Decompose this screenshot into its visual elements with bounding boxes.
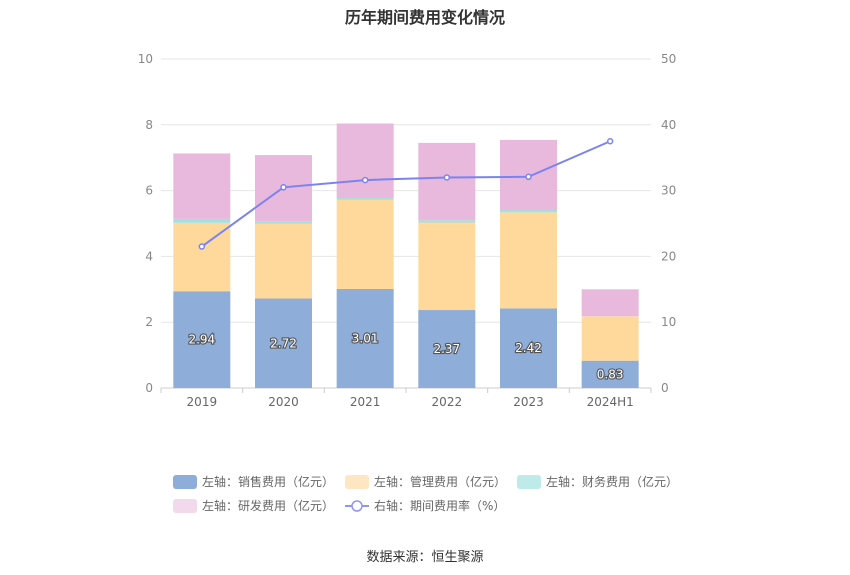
rate-point <box>443 174 451 181</box>
legend-label: 左轴：管理费用（亿元） <box>374 474 506 489</box>
bar-segment <box>255 221 312 224</box>
bar-segment <box>581 316 639 361</box>
bar-segment <box>418 222 476 311</box>
legend-swatch <box>345 475 369 489</box>
x-tick-label: 2023 <box>513 395 544 409</box>
rate-point <box>606 138 614 145</box>
bar-segment <box>336 197 394 200</box>
legend-label: 右轴：期间费用率（%） <box>374 498 505 513</box>
rate-point <box>361 176 369 184</box>
legend-swatch <box>517 475 541 489</box>
y-left-tick-label: 0 <box>145 381 153 395</box>
y-right-tick-label: 40 <box>661 118 676 132</box>
y-right-tick-label: 0 <box>661 381 669 395</box>
y-left-tick-label: 10 <box>138 52 153 66</box>
bar-segment <box>336 288 394 388</box>
data-source: 数据来源：恒生聚源 <box>366 550 484 565</box>
x-tick-label: 2024H1 <box>587 395 634 409</box>
x-tick-label: 2021 <box>350 395 381 409</box>
x-tick-label: 2019 <box>187 395 218 409</box>
rate-point <box>280 184 287 191</box>
data-label: 2.94 <box>188 333 215 347</box>
y-right-tick-label: 10 <box>661 315 676 329</box>
bar-segment <box>173 291 231 388</box>
y-left-tick-label: 8 <box>145 118 153 132</box>
bar-segment <box>418 142 476 221</box>
rate-line <box>201 140 611 248</box>
legend-marker <box>351 500 363 512</box>
bar-segment <box>173 222 231 292</box>
y-left-tick-label: 4 <box>145 249 153 263</box>
bar-segment <box>173 153 231 219</box>
y-right-tick-label: 50 <box>661 52 676 66</box>
bar-segment <box>336 199 394 289</box>
bar-segment <box>173 218 231 223</box>
legend-label: 左轴：财务费用（亿元） <box>546 474 678 489</box>
bar-segment <box>581 289 639 317</box>
bar-segment <box>500 210 557 213</box>
data-label: 2.42 <box>515 341 542 355</box>
bar-segment <box>255 298 312 388</box>
data-label: 0.83 <box>597 367 624 381</box>
y-left-tick-label: 6 <box>145 184 153 198</box>
legend-swatch <box>173 475 197 489</box>
bar-segment <box>255 223 312 299</box>
legend-label: 左轴：研发费用（亿元） <box>202 498 334 513</box>
data-label: 2.72 <box>270 336 297 350</box>
bar-segment <box>418 220 476 223</box>
data-label: 2.37 <box>433 342 460 356</box>
bar-segment <box>500 308 557 388</box>
bar-segment <box>581 360 639 388</box>
rate-point <box>525 173 532 181</box>
y-right-tick-label: 30 <box>661 184 676 198</box>
data-label: 3.01 <box>352 331 379 345</box>
legend-swatch <box>173 499 197 513</box>
y-left-tick-label: 2 <box>145 315 153 329</box>
legend-label: 左轴：销售费用（亿元） <box>202 474 334 489</box>
bar-segment <box>500 212 557 309</box>
bar-segment <box>336 123 394 198</box>
x-tick-label: 2020 <box>268 395 299 409</box>
x-tick-label: 2022 <box>432 395 463 409</box>
y-right-tick-label: 20 <box>661 249 676 263</box>
bar-segment <box>418 310 476 388</box>
rate-point <box>198 243 206 250</box>
chart-title: 历年期间费用变化情况 <box>344 8 505 27</box>
